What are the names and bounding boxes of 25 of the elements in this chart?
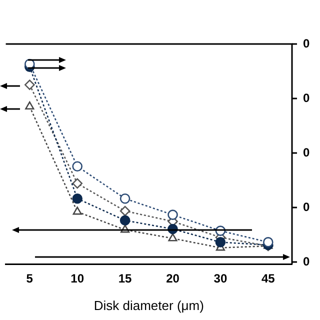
point <box>120 206 130 216</box>
point <box>215 237 226 248</box>
point <box>24 80 35 90</box>
x-tick-label: 5 <box>26 272 34 286</box>
text: 0 <box>303 145 310 160</box>
x-tick-label: 30 <box>214 272 228 286</box>
point <box>72 206 82 215</box>
point <box>25 101 34 110</box>
x-tick-label: 10 <box>70 272 84 286</box>
text: 0 <box>303 90 310 105</box>
point <box>72 178 82 189</box>
x-tick-label: 15 <box>118 272 132 286</box>
point <box>120 215 130 226</box>
point <box>263 237 274 248</box>
x-tick-label: 45 <box>261 272 276 286</box>
text: 0 <box>303 200 310 214</box>
point <box>72 161 82 172</box>
text: 0 <box>303 254 310 268</box>
text: 0 <box>303 36 310 50</box>
x-axis-title: Disk diameter (μm) <box>94 298 204 313</box>
point <box>168 233 178 242</box>
point <box>120 193 130 204</box>
x-tick-label: 20 <box>166 272 180 286</box>
point <box>168 210 178 220</box>
point <box>72 193 82 204</box>
